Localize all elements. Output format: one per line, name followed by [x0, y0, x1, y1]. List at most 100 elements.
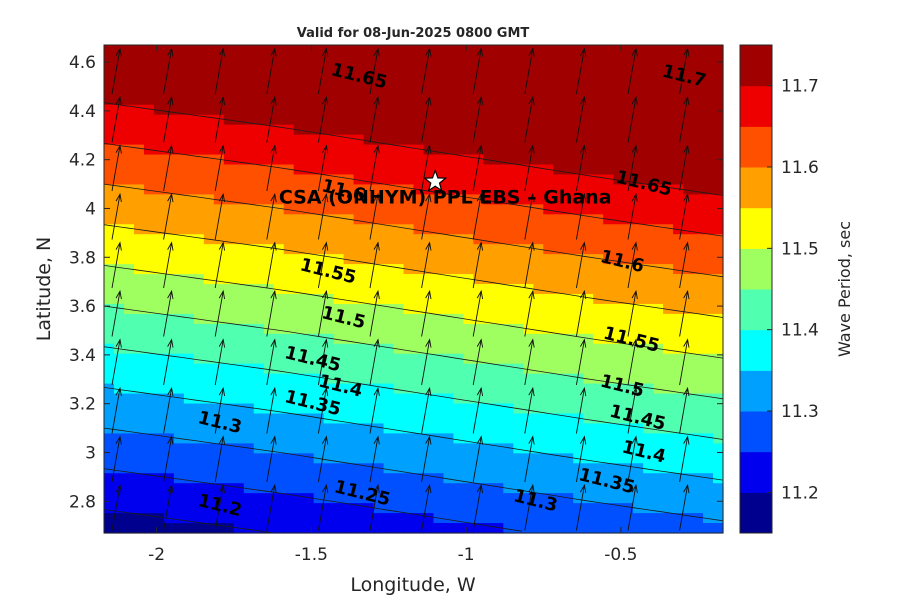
- field-cell: [333, 224, 345, 235]
- direction-arrow: [575, 242, 585, 289]
- field-cell: [413, 64, 425, 76]
- field-cell: [433, 403, 445, 415]
- field-cell: [193, 64, 205, 76]
- field-cell: [203, 244, 215, 255]
- field-cell: [193, 174, 205, 186]
- field-cell: [503, 303, 514, 315]
- direction-arrow: [627, 388, 637, 434]
- field-cell: [283, 463, 295, 474]
- field-cell: [663, 214, 674, 225]
- field-cell: [263, 284, 275, 295]
- field-cell: [653, 523, 664, 534]
- field-cell: [423, 104, 435, 116]
- field-cell: [293, 293, 305, 305]
- field-cell: [573, 363, 584, 375]
- field-cell: [493, 154, 504, 166]
- field-cell: [543, 333, 554, 345]
- field-cell: [263, 84, 275, 96]
- field-cell: [113, 154, 125, 166]
- direction-arrow: [679, 436, 689, 483]
- field-cell: [313, 284, 325, 295]
- field-cell: [663, 174, 674, 186]
- field-cell: [493, 224, 504, 235]
- field-cell: [623, 45, 634, 56]
- field-cell: [293, 403, 305, 415]
- field-cell: [383, 224, 395, 235]
- field-cell: [143, 164, 155, 176]
- field-cell: [233, 373, 245, 385]
- field-cell: [133, 303, 145, 315]
- field-cell: [383, 94, 395, 106]
- field-cell: [613, 383, 624, 395]
- field-cell: [493, 523, 504, 534]
- field-cell: [423, 114, 435, 126]
- field-cell: [583, 124, 594, 136]
- field-cell: [573, 333, 584, 345]
- field-cell: [153, 473, 165, 484]
- field-cell: [203, 433, 215, 444]
- colorbar-band: [740, 207, 772, 249]
- field-cell: [423, 284, 435, 295]
- field-cell: [653, 54, 664, 66]
- field-cell: [323, 124, 335, 136]
- field-cell: [253, 244, 265, 255]
- field-cell: [593, 363, 604, 375]
- field-cell: [333, 184, 345, 195]
- field-cell: [273, 284, 285, 295]
- field-cell: [523, 154, 534, 166]
- field-cell: [563, 323, 574, 335]
- direction-arrow-head: [167, 192, 174, 203]
- field-cell: [703, 254, 714, 265]
- field-cell: [423, 343, 435, 355]
- field-cell: [603, 473, 614, 484]
- field-cell: [593, 413, 604, 425]
- field-cell: [473, 134, 484, 146]
- field-cell: [553, 94, 564, 106]
- field-cell: [133, 45, 145, 56]
- direction-arrow: [111, 485, 121, 531]
- field-cell: [193, 453, 205, 464]
- field-cell: [303, 124, 315, 136]
- field-cell: [333, 164, 345, 176]
- field-cell: [453, 343, 465, 355]
- field-cell: [683, 104, 694, 116]
- field-cell: [163, 523, 175, 534]
- field-cell: [393, 313, 405, 325]
- field-cell: [653, 443, 664, 454]
- field-cell: [273, 264, 285, 275]
- field-cell: [563, 403, 574, 415]
- field-cell: [653, 104, 664, 116]
- field-cell: [663, 313, 674, 325]
- field-cell: [163, 114, 175, 126]
- field-cell: [533, 373, 544, 385]
- direction-arrow: [266, 145, 276, 192]
- field-cell: [403, 453, 415, 464]
- field-cell: [393, 134, 405, 146]
- field-cell: [463, 274, 474, 285]
- field-cell: [483, 423, 494, 435]
- field-cell: [273, 244, 285, 255]
- field-cell: [253, 383, 265, 395]
- field-cell: [673, 423, 684, 435]
- field-cell: [323, 84, 335, 96]
- field-cell: [273, 313, 285, 325]
- field-cell: [293, 483, 305, 494]
- colorbar-band: [740, 329, 772, 371]
- field-cell: [363, 234, 375, 245]
- field-cell: [333, 353, 345, 365]
- field-cell: [243, 293, 255, 305]
- field-cell: [163, 74, 175, 86]
- field-cell: [453, 134, 465, 146]
- field-cell: [523, 413, 534, 425]
- field-cell: [273, 493, 285, 504]
- field-cell: [423, 313, 435, 325]
- field-cell: [443, 254, 455, 265]
- field-cell: [123, 224, 135, 235]
- field-cell: [163, 264, 175, 275]
- field-cell: [443, 413, 455, 425]
- field-cell: [243, 303, 255, 315]
- field-cell: [143, 264, 155, 275]
- field-cell: [173, 463, 185, 474]
- field-cell: [313, 443, 325, 454]
- field-cell: [323, 303, 335, 315]
